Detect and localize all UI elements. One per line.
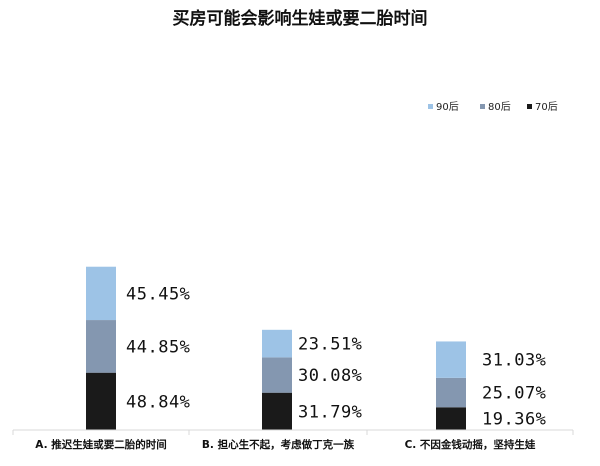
- legend-swatch: [428, 104, 433, 109]
- data-label: 25.07%: [482, 384, 546, 404]
- legend-swatch: [527, 104, 532, 109]
- legend-label: 90后: [436, 101, 459, 113]
- bar-segment: [262, 329, 292, 358]
- category-axis: A. 推迟生娃或要二胎的时间 B. 担心生不起，考虑做丁克一族 C. 不因金钱动摇，…: [12, 429, 574, 451]
- legend-swatch: [480, 104, 485, 109]
- bar-segment: [262, 392, 292, 430]
- data-label: 31.03%: [482, 351, 546, 371]
- legend: 90后 80后 70后: [428, 101, 558, 113]
- data-label: 44.85%: [126, 337, 190, 357]
- bar-segment: [436, 341, 466, 378]
- bar-segment: [86, 372, 116, 430]
- data-label: 30.08%: [298, 366, 362, 386]
- data-label: 45.45%: [126, 284, 190, 304]
- bars: [86, 266, 466, 430]
- data-label: 48.84%: [126, 392, 190, 412]
- data-labels: 48.84% 44.85% 45.45% 31.79% 30.08% 23.51% 19.3…: [126, 284, 546, 429]
- bar-segment: [436, 377, 466, 408]
- data-label: 19.36%: [482, 410, 546, 430]
- category-label: B. 担心生不起，考虑做丁克一族: [202, 438, 355, 451]
- category-label: A. 推迟生娃或要二胎的时间: [35, 438, 166, 451]
- bar-segment: [436, 407, 466, 430]
- data-label: 23.51%: [298, 335, 362, 355]
- data-label: 31.79%: [298, 402, 362, 422]
- bar-segment: [86, 266, 116, 321]
- legend-label: 80后: [488, 101, 511, 113]
- bar-segment: [86, 320, 116, 373]
- category-label: C. 不因金钱动摇，坚持生娃: [405, 438, 536, 451]
- chart-title: 买房可能会影响生娃或要二胎时间: [173, 8, 428, 29]
- legend-label: 70后: [535, 101, 558, 113]
- bar-segment: [262, 357, 292, 393]
